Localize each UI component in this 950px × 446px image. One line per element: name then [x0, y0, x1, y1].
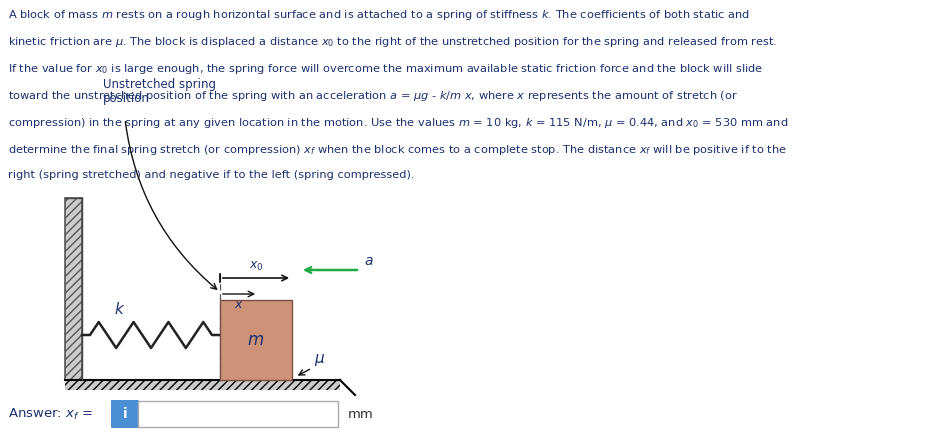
Bar	[220, 300, 292, 380]
Text: compression) in the spring at any given location in the motion. Use the values $: compression) in the spring at any given …	[8, 116, 788, 130]
Text: $x_0$: $x_0$	[249, 260, 263, 273]
Text: determine the final spring stretch (or compression) $x_f$ when the block comes t: determine the final spring stretch (or c…	[8, 143, 787, 157]
Text: kinetic friction are $\mu$. The block is displaced a distance $x_0$ to the right: kinetic friction are $\mu$. The block is…	[8, 35, 777, 49]
Text: Answer: $x_f$ =: Answer: $x_f$ =	[8, 406, 93, 421]
Bar	[65, 380, 340, 390]
Text: Unstretched spring: Unstretched spring	[103, 78, 216, 91]
Text: A block of mass $m$ rests on a rough horizontal surface and is attached to a spr: A block of mass $m$ rests on a rough hor…	[8, 8, 750, 22]
FancyBboxPatch shape	[111, 400, 139, 428]
Text: $x$: $x$	[234, 298, 244, 311]
Text: mm: mm	[348, 408, 373, 421]
Text: i: i	[123, 407, 127, 421]
Text: If the value for $x_0$ is large enough, the spring force will overcome the maxim: If the value for $x_0$ is large enough, …	[8, 62, 763, 76]
Text: position: position	[103, 92, 150, 105]
Text: $k$: $k$	[114, 301, 125, 317]
Text: $a$: $a$	[364, 254, 373, 268]
Text: $m$: $m$	[247, 331, 264, 349]
Bar	[138, 401, 338, 427]
Bar	[65, 198, 82, 380]
Text: toward the unstretched position of the spring with an acceleration $a$ = $\mu g$: toward the unstretched position of the s…	[8, 89, 738, 103]
Text: right (spring stretched) and negative if to the left (spring compressed).: right (spring stretched) and negative if…	[8, 170, 414, 180]
Text: $\mu$: $\mu$	[314, 352, 325, 368]
